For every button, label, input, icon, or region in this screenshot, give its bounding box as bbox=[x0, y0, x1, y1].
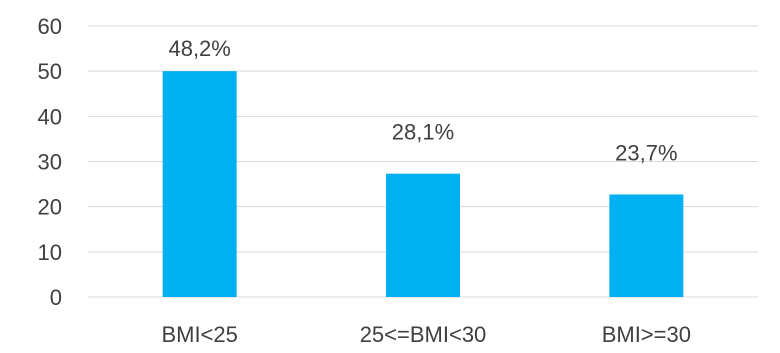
data-labels: 48,2% 28,1% 23,7% bbox=[168, 36, 677, 165]
y-tick-label: 50 bbox=[38, 59, 62, 84]
y-tick-label: 0 bbox=[50, 285, 62, 310]
y-tick-label: 30 bbox=[38, 150, 62, 175]
y-axis-tick-labels: 0 10 20 30 40 50 60 bbox=[38, 14, 62, 310]
x-axis-tick-labels: BMI<25 25<=BMI<30 BMI>=30 bbox=[161, 322, 691, 347]
data-label: 23,7% bbox=[615, 140, 677, 165]
y-tick-label: 60 bbox=[38, 14, 62, 39]
bar bbox=[162, 71, 237, 298]
x-tick-label: 25<=BMI<30 bbox=[360, 322, 487, 347]
data-label: 48,2% bbox=[168, 36, 230, 61]
bar bbox=[609, 194, 684, 297]
y-tick-label: 40 bbox=[38, 104, 62, 129]
x-tick-label: BMI<25 bbox=[161, 322, 237, 347]
x-tick-label: BMI>=30 bbox=[602, 322, 691, 347]
y-tick-label: 20 bbox=[38, 195, 62, 220]
data-label: 28,1% bbox=[392, 120, 454, 145]
bars bbox=[162, 71, 684, 298]
y-tick-label: 10 bbox=[38, 240, 62, 265]
bar bbox=[386, 173, 460, 297]
